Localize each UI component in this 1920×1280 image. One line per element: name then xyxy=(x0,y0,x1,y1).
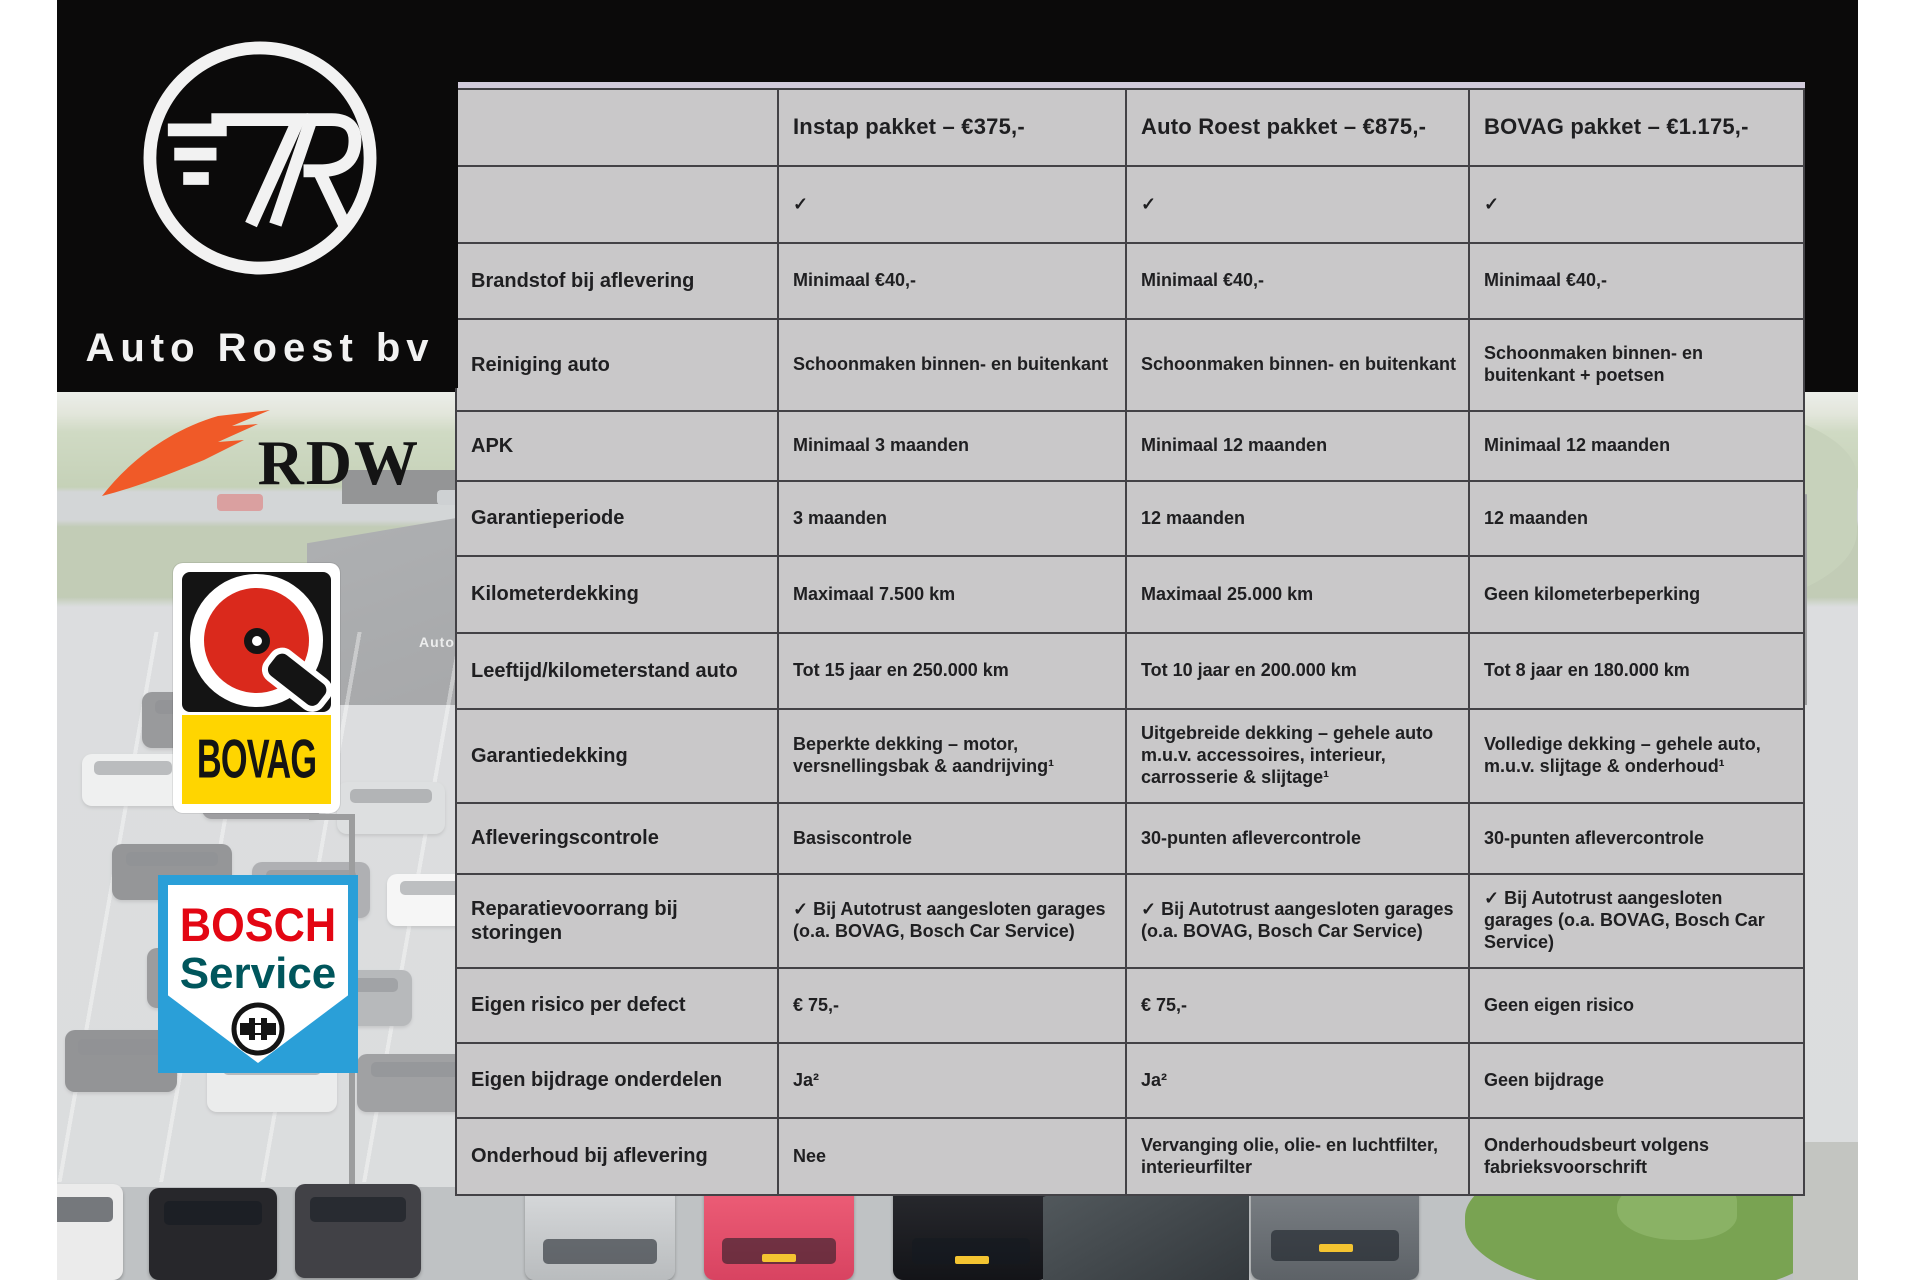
cell: Vervanging olie, olie- en luchtfilter, i… xyxy=(1125,1117,1470,1196)
cell: Geen eigen risico xyxy=(1468,967,1805,1044)
bovag-center-dot xyxy=(244,628,270,654)
cell: Minimaal €40,- xyxy=(1468,242,1805,320)
cell: Geen kilometerbeperking xyxy=(1468,555,1805,634)
cell: Minimaal €40,- xyxy=(777,242,1127,320)
package-table-wrap: Instap pakket – €375,- Auto Roest pakket… xyxy=(455,82,1805,1196)
bovag-logo: BOVAG xyxy=(173,563,340,813)
cell: Schoonmaken binnen- en buitenkant + poet… xyxy=(1468,318,1805,412)
cell: Maximaal 25.000 km xyxy=(1125,555,1470,634)
cell: Tot 10 jaar en 200.000 km xyxy=(1125,632,1470,710)
photo-car xyxy=(57,1184,123,1280)
left-white-margin xyxy=(0,0,57,1280)
table-row: Afleveringscontrole Basiscontrole 30-pun… xyxy=(455,802,1805,875)
cell: Schoonmaken binnen- en buitenkant xyxy=(777,318,1127,412)
rdw-flame-icon xyxy=(102,410,270,496)
bosch-armature-icon xyxy=(231,1002,285,1056)
cell: Minimaal 12 maanden xyxy=(1468,410,1805,482)
row-label: Afleveringscontrole xyxy=(455,802,779,875)
photo-license-plate xyxy=(762,1254,796,1262)
check-cell: ✓ xyxy=(1468,165,1805,244)
cell: ✓ Bij Autotrust aangesloten garages (o.a… xyxy=(1125,873,1470,969)
table-row: Onderhoud bij aflevering Nee Vervanging … xyxy=(455,1117,1805,1196)
row-label: Leeftijd/kilometerstand auto xyxy=(455,632,779,710)
bovag-logo-text: BOVAG xyxy=(196,728,317,790)
check-cell: ✓ xyxy=(1125,165,1470,244)
rdw-logo-text: RDW xyxy=(257,427,420,498)
cell: Basiscontrole xyxy=(777,802,1127,875)
bovag-wordmark: BOVAG xyxy=(182,715,331,804)
package-comparison-table: Instap pakket – €375,- Auto Roest pakket… xyxy=(455,88,1805,1196)
cell: Uitgebreide dekking – gehele auto m.u.v.… xyxy=(1125,708,1470,804)
cell: 30-punten aflevercontrole xyxy=(1125,802,1470,875)
table-header-row: Instap pakket – €375,- Auto Roest pakket… xyxy=(455,88,1805,167)
header-instap-pakket: Instap pakket – €375,- xyxy=(777,88,1127,167)
table-row: APK Minimaal 3 maanden Minimaal 12 maand… xyxy=(455,410,1805,482)
table-row: Eigen risico per defect € 75,- € 75,- Ge… xyxy=(455,967,1805,1044)
check-cell: ✓ xyxy=(777,165,1127,244)
cell: € 75,- xyxy=(777,967,1127,1044)
cell: Tot 8 jaar en 180.000 km xyxy=(1468,632,1805,710)
cell: Minimaal 12 maanden xyxy=(1125,410,1470,482)
row-label: Eigen bijdrage onderdelen xyxy=(455,1042,779,1119)
photo-car-silver-audi xyxy=(525,1182,675,1280)
bosch-service-logo: BOSCH Service xyxy=(158,875,358,1073)
cell: Schoonmaken binnen- en buitenkant xyxy=(1125,318,1470,412)
cell: Onderhoudsbeurt volgens fabrieksvoorschr… xyxy=(1468,1117,1805,1196)
bosch-logo-text: BOSCH xyxy=(179,898,337,951)
table-row: Leeftijd/kilometerstand auto Tot 15 jaar… xyxy=(455,632,1805,710)
table-row: Kilometerdekking Maximaal 7.500 km Maxim… xyxy=(455,555,1805,634)
row-label: Kilometerdekking xyxy=(455,555,779,634)
bovag-emblem-icon xyxy=(182,572,331,712)
cell: 30-punten aflevercontrole xyxy=(1468,802,1805,875)
header-bovag-pakket: BOVAG pakket – €1.175,- xyxy=(1468,88,1805,167)
photo-car xyxy=(149,1188,277,1280)
cell: € 75,- xyxy=(1125,967,1470,1044)
bosch-service-text: Service xyxy=(179,949,337,998)
cell: Volledige dekking – gehele auto, m.u.v. … xyxy=(1468,708,1805,804)
table-row: Eigen bijdrage onderdelen Ja² Ja² Geen b… xyxy=(455,1042,1805,1119)
cell: 3 maanden xyxy=(777,480,1127,557)
row-label: Eigen risico per defect xyxy=(455,967,779,1044)
cell: Minimaal €40,- xyxy=(1125,242,1470,320)
row-label: Onderhoud bij aflevering xyxy=(455,1117,779,1196)
cell: Tot 15 jaar en 250.000 km xyxy=(777,632,1127,710)
auto-roest-logo: Auto Roest bv xyxy=(62,8,458,388)
row-label: Reparatievoorrang bij storingen xyxy=(455,873,779,969)
row-label: Garantiedekking xyxy=(455,708,779,804)
table-row: Reiniging auto Schoonmaken binnen- en bu… xyxy=(455,318,1805,412)
table-row: Garantieperiode 3 maanden 12 maanden 12 … xyxy=(455,480,1805,557)
table-row: ✓ ✓ ✓ xyxy=(455,165,1805,244)
cell: ✓ Bij Autotrust aangesloten garages (o.a… xyxy=(1468,873,1805,969)
photo-car xyxy=(295,1184,421,1278)
row-label: Garantieperiode xyxy=(455,480,779,557)
cell: Maximaal 7.500 km xyxy=(777,555,1127,634)
auto-roest-logo-text: Auto Roest bv xyxy=(85,326,435,370)
cell: 12 maanden xyxy=(1468,480,1805,557)
cell: Beperkte dekking – motor, versnellingsba… xyxy=(777,708,1127,804)
row-label: Brandstof bij aflevering xyxy=(455,242,779,320)
cell: 12 maanden xyxy=(1125,480,1470,557)
right-white-margin xyxy=(1858,0,1920,1280)
header-empty xyxy=(455,88,779,167)
row-label xyxy=(455,165,779,244)
photo-license-plate xyxy=(955,1256,989,1264)
table-row: Brandstof bij aflevering Minimaal €40,- … xyxy=(455,242,1805,320)
header-auto-roest-pakket: Auto Roest pakket – €875,- xyxy=(1125,88,1470,167)
photo-license-plate xyxy=(1319,1244,1353,1252)
cell: Geen bijdrage xyxy=(1468,1042,1805,1119)
cell: Ja² xyxy=(1125,1042,1470,1119)
cell: ✓ Bij Autotrust aangesloten garages (o.a… xyxy=(777,873,1127,969)
rdw-logo: RDW xyxy=(100,408,420,518)
row-label: Reiniging auto xyxy=(455,318,779,412)
auto-roest-logo-mark xyxy=(143,41,377,275)
cell: Minimaal 3 maanden xyxy=(777,410,1127,482)
table-row: Garantiedekking Beperkte dekking – motor… xyxy=(455,708,1805,804)
row-label: APK xyxy=(455,410,779,482)
table-row: Reparatievoorrang bij storingen ✓ Bij Au… xyxy=(455,873,1805,969)
cell: Ja² xyxy=(777,1042,1127,1119)
cell: Nee xyxy=(777,1117,1127,1196)
